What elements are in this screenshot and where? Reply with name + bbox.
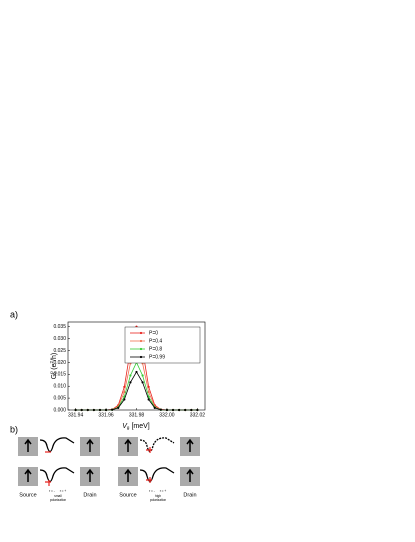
drain-label: Drain: [83, 492, 96, 498]
legend-label: P=0.99: [149, 354, 165, 360]
data-point: [98, 408, 102, 412]
caption: small: [54, 494, 62, 498]
data-point: [123, 398, 126, 401]
caption: high: [155, 494, 161, 498]
data-point: [74, 408, 77, 412]
data-point: [165, 408, 169, 412]
y-tick-label: 0.005: [53, 395, 66, 401]
tunnel-path: [139, 467, 175, 483]
y-tick-label: 0.000: [53, 407, 66, 413]
tunnel-path: [39, 437, 75, 453]
y-tick-label: 0.035: [53, 324, 66, 330]
tunnel-path: [139, 437, 175, 453]
r-label: r = -: [149, 489, 155, 493]
diagram-right: [118, 437, 200, 486]
y-tick-label: 0.030: [53, 336, 66, 342]
x-axis-label: Vg [meV]: [122, 423, 150, 430]
x-label-unit: [meV]: [131, 423, 149, 430]
x-label-main: V: [122, 423, 128, 430]
x-tick-label: 331.94: [68, 412, 84, 418]
data-point: [135, 370, 138, 374]
diagram-left: [18, 437, 100, 486]
source-label: Source: [119, 492, 136, 498]
y-label-main: G: [51, 374, 58, 379]
data-point: [196, 408, 199, 412]
x-tick-label: 332.02: [190, 412, 206, 418]
data-point: [147, 391, 150, 394]
data-point: [104, 408, 108, 412]
red-arrow: [146, 447, 152, 453]
data-point: [171, 408, 175, 412]
data-point: [147, 398, 150, 401]
spin-arrow: [86, 438, 94, 452]
y-tick-label: 0.020: [53, 360, 66, 366]
x-tick-label: 331.98: [129, 412, 145, 418]
caption: polarization: [150, 498, 167, 502]
y-label-sup: p: [49, 371, 54, 374]
y-tick-label: 0.015: [53, 372, 66, 378]
y-label-unit: (e: [51, 363, 58, 369]
y-tick-label: 0.025: [53, 348, 66, 354]
data-point: [178, 408, 181, 412]
x-tick-label: 331.96: [98, 412, 114, 418]
series-line: [75, 371, 198, 411]
data-point: [123, 385, 126, 389]
red-arrow: [45, 480, 51, 486]
x-label-sub: g: [127, 425, 130, 430]
spin-arrow: [186, 438, 194, 452]
spin-arrow: [86, 468, 94, 482]
y-label-unit-close: /h): [51, 353, 58, 361]
y-tick-label: 0.010: [53, 384, 66, 390]
legend-label: P=0.4: [149, 338, 162, 344]
panel-label: b): [10, 424, 18, 434]
caption: polarization: [50, 498, 67, 502]
r-label: r = -: [49, 489, 55, 493]
y-label-unit-sup: 2: [49, 360, 54, 363]
y-axis-label: Gpe (e2/h): [49, 353, 58, 379]
data-point: [123, 391, 126, 394]
drain-label: Drain: [183, 492, 196, 498]
series-line: [75, 361, 198, 411]
source-label: Source: [19, 492, 36, 498]
legend-marker: [139, 347, 143, 351]
legend-marker: [139, 331, 143, 335]
data-point: [184, 408, 187, 412]
data-point: [117, 406, 120, 409]
data-point: [153, 406, 156, 409]
data-point: [147, 385, 150, 389]
x-tick-label: 332.00: [159, 412, 175, 418]
data-point: [159, 408, 162, 411]
data-point: [141, 374, 144, 377]
tunnel-path: [39, 467, 75, 483]
data-point: [129, 381, 132, 384]
red-arrow: [146, 477, 152, 483]
data-point: [111, 408, 114, 411]
data-point: [129, 374, 132, 377]
legend-label: P=0.8: [149, 346, 162, 352]
r-label: r = +: [160, 489, 167, 493]
panel-label: a): [10, 309, 18, 319]
data-point: [190, 408, 193, 412]
data-point: [86, 408, 89, 412]
diagram-labels: Source Drain Source Drain r = - r = + sm…: [19, 489, 196, 502]
spin-arrow: [24, 468, 32, 482]
spin-arrow: [124, 438, 132, 452]
legend-marker: [139, 355, 143, 359]
legend-marker: [139, 339, 143, 343]
spin-arrow: [186, 468, 194, 482]
legend-label: P=0: [149, 330, 158, 336]
y-label-sub: e: [53, 371, 58, 374]
data-point: [141, 381, 144, 384]
data-point: [80, 408, 83, 412]
spin-arrow: [124, 468, 132, 482]
r-label: r = +: [60, 489, 67, 493]
spin-arrow: [24, 438, 32, 452]
data-point: [92, 408, 95, 412]
